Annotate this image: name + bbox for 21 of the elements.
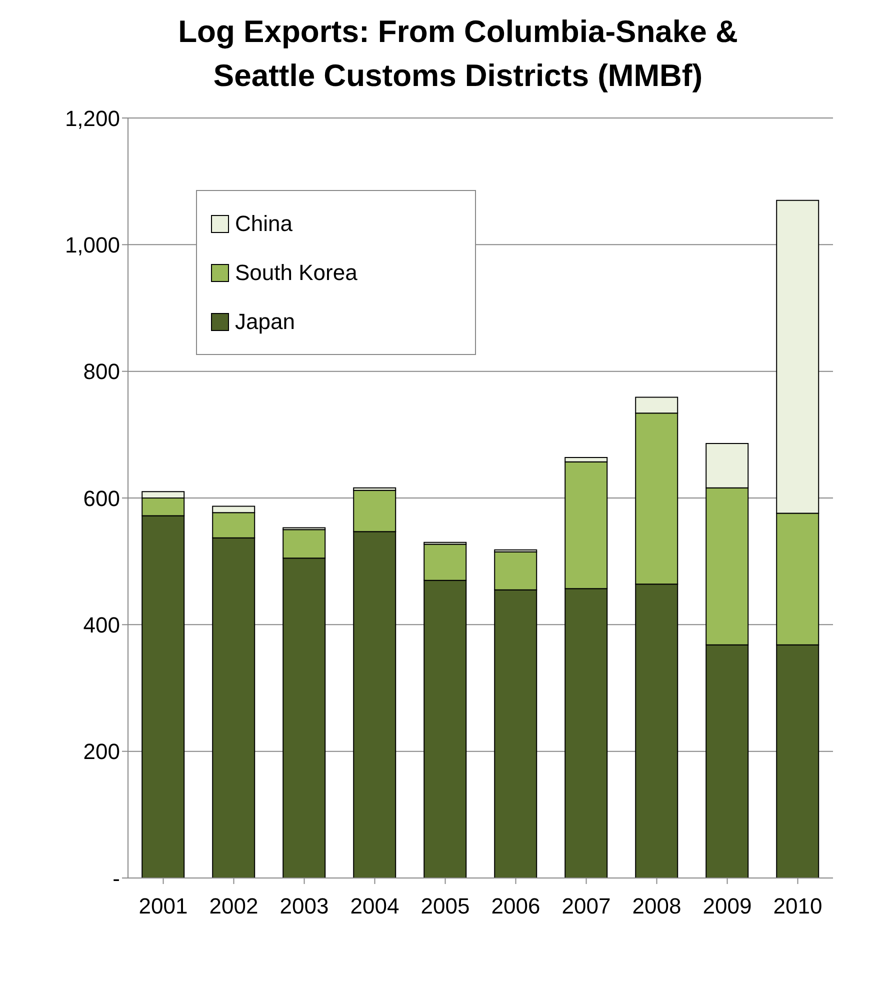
legend-label: China — [235, 210, 292, 236]
x-tick-label: 2003 — [280, 894, 329, 919]
y-tick-label: - — [112, 866, 120, 891]
x-tick-label: 2004 — [350, 894, 400, 919]
y-tick-label: 1,200 — [64, 106, 120, 131]
y-tick-label: 200 — [83, 739, 120, 764]
legend-label: South Korea — [235, 260, 358, 286]
y-tick-label: 600 — [83, 486, 120, 511]
chart-title: Log Exports: From Columbia-Snake & Seattle Customs Districts (MMBf) — [177, 13, 739, 95]
legend-label: Japan — [235, 308, 295, 334]
y-tick-label: 800 — [83, 359, 120, 384]
x-tick-label: 2001 — [138, 894, 188, 919]
x-tick-label: 2010 — [773, 894, 822, 919]
y-tick-label: 400 — [83, 612, 120, 638]
x-tick-label: 2006 — [491, 894, 540, 919]
x-tick-label: 2008 — [632, 894, 682, 919]
x-tick-label: 2007 — [562, 894, 611, 919]
x-tick-label: 2002 — [209, 894, 258, 919]
x-tick-label: 2009 — [702, 894, 752, 919]
x-tick-label: 2005 — [420, 894, 470, 919]
y-tick-label: 1,000 — [64, 232, 120, 258]
